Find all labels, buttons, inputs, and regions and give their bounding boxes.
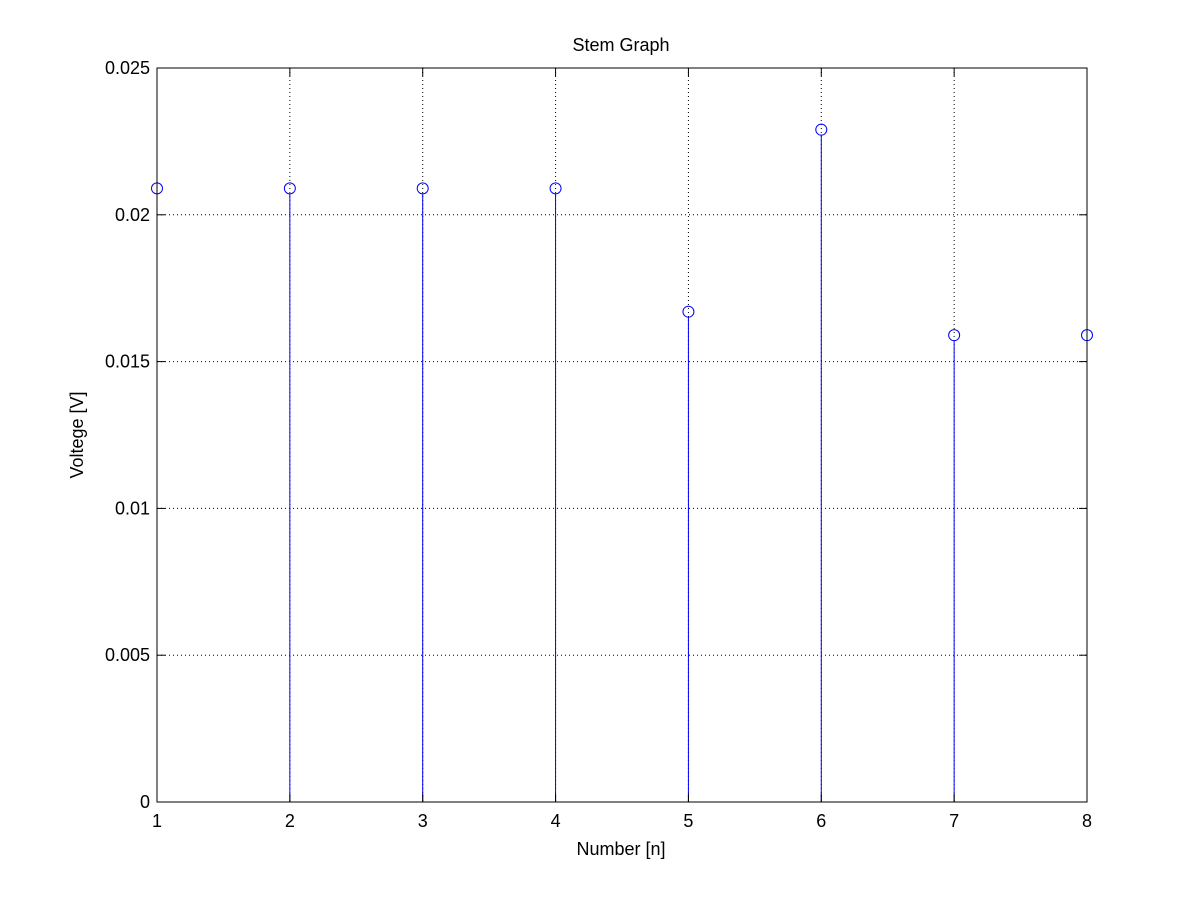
tick-labels: 1 2 3 4 5 6 7 8 0 0.005 0.01 0.015 0.02 0.025: [105, 58, 1092, 831]
axes-box: [156, 67, 1088, 803]
stem-marker-4: [549, 182, 562, 195]
stem-marker-7: [948, 329, 961, 342]
stem-series: [151, 123, 1093, 802]
stem-marker-2: [283, 182, 296, 195]
y-tick-label-0.015: 0.015: [105, 352, 150, 372]
x-tick-label-2: 2: [285, 811, 295, 831]
stem-marker-3: [416, 182, 429, 195]
x-tick-label-5: 5: [683, 811, 693, 831]
y-tick-label-0.01: 0.01: [115, 498, 150, 518]
chart-title: Stem Graph: [572, 35, 669, 55]
x-tick-label-8: 8: [1082, 811, 1092, 831]
y-tick-label-0.005: 0.005: [105, 645, 150, 665]
x-tick-label-3: 3: [418, 811, 428, 831]
stem-marker-5: [682, 305, 695, 318]
y-tick-label-0: 0: [140, 792, 150, 812]
axes: [156, 67, 1088, 803]
x-tick-label-7: 7: [949, 811, 959, 831]
y-tick-label-0.02: 0.02: [115, 205, 150, 225]
y-tick-label-0.025: 0.025: [105, 58, 150, 78]
x-tick-label-1: 1: [152, 811, 162, 831]
x-tick-label-4: 4: [551, 811, 561, 831]
grid-lines: [157, 68, 1087, 802]
x-axis-label: Number [n]: [576, 839, 665, 859]
y-axis-label: Voltege [V]: [67, 391, 87, 478]
stem-marker-6: [815, 123, 828, 136]
x-tick-label-6: 6: [816, 811, 826, 831]
